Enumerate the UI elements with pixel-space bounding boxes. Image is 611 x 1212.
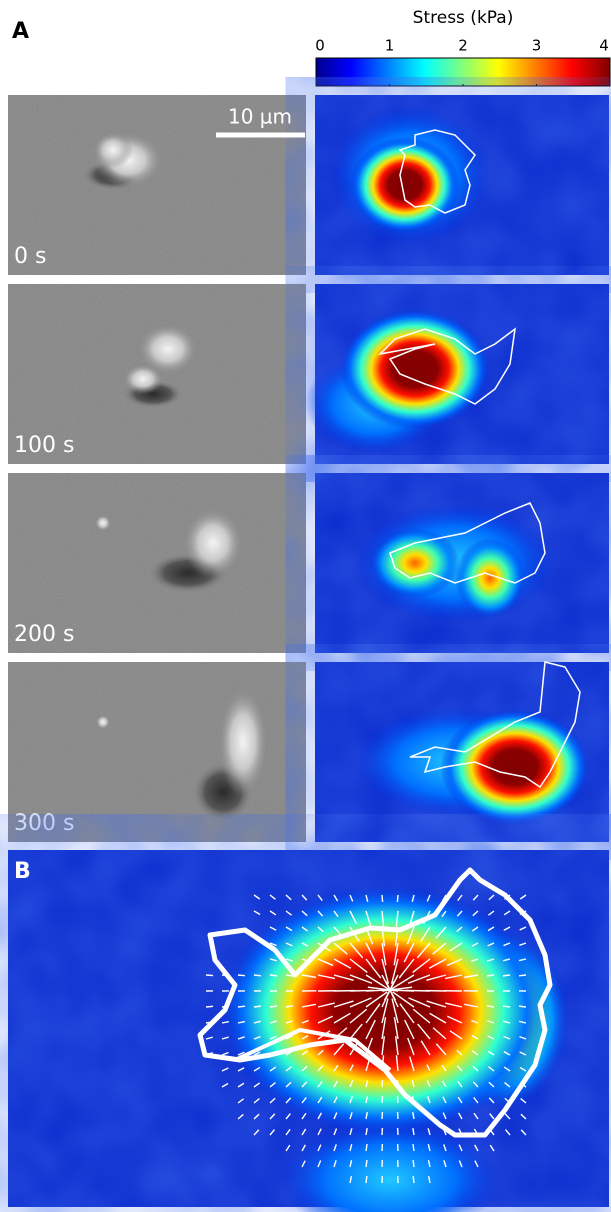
colorbar-tick-label: 0 bbox=[315, 37, 325, 55]
colorbar bbox=[316, 58, 610, 86]
time-label: 300 s bbox=[14, 811, 74, 836]
time-label: 200 s bbox=[14, 622, 74, 647]
time-label: 0 s bbox=[14, 244, 46, 269]
stress-spot bbox=[370, 528, 460, 598]
traction-arrow bbox=[254, 1006, 261, 1007]
traction-arrow bbox=[503, 1006, 510, 1007]
colorbar-tick-label: 2 bbox=[458, 37, 468, 55]
panel-label: A bbox=[12, 19, 29, 44]
panel-label: B bbox=[14, 859, 31, 884]
traction-arrow bbox=[382, 895, 383, 902]
stress-spot bbox=[350, 137, 460, 233]
time-label: 100 s bbox=[14, 433, 74, 458]
cell bbox=[93, 132, 133, 168]
traction-arrow bbox=[382, 1080, 383, 1087]
traction-arrow bbox=[270, 975, 277, 976]
stress-spot bbox=[440, 709, 590, 825]
traction-arrow bbox=[238, 1006, 245, 1007]
traction-arrow bbox=[286, 975, 293, 976]
cell bbox=[218, 687, 268, 797]
cell bbox=[183, 508, 243, 578]
traction-arrow bbox=[413, 1176, 414, 1183]
cell bbox=[123, 364, 163, 394]
traction-arrow bbox=[413, 1160, 414, 1167]
colorbar-tick-label: 4 bbox=[599, 37, 609, 55]
colorbar-tick-label: 3 bbox=[532, 37, 542, 55]
traction-arrow bbox=[503, 975, 510, 976]
stress-spot bbox=[340, 309, 490, 429]
cell bbox=[96, 715, 110, 729]
traction-arrow bbox=[206, 1006, 213, 1007]
traction-arrow bbox=[206, 975, 213, 976]
figure: A Stress (kPa) 0 1 2 3 4 0 s 100 s 200 s 300 s 1… bbox=[0, 0, 611, 1212]
traction-arrow bbox=[487, 975, 494, 976]
traction-arrow bbox=[519, 975, 526, 976]
traction-arrow bbox=[397, 895, 398, 902]
scale-bar-label: 10 µm bbox=[228, 105, 292, 129]
cell bbox=[95, 515, 111, 531]
traction-arrow bbox=[270, 1006, 277, 1007]
traction-arrow bbox=[238, 975, 245, 976]
traction-arrow bbox=[366, 1176, 367, 1183]
colorbar-tick-label: 1 bbox=[385, 37, 395, 55]
traction-arrow bbox=[519, 1006, 526, 1007]
traction-arrow bbox=[366, 1160, 367, 1167]
stress-spot bbox=[455, 538, 525, 618]
traction-arrow bbox=[254, 975, 261, 976]
colorbar-title: Stress (kPa) bbox=[413, 8, 514, 28]
